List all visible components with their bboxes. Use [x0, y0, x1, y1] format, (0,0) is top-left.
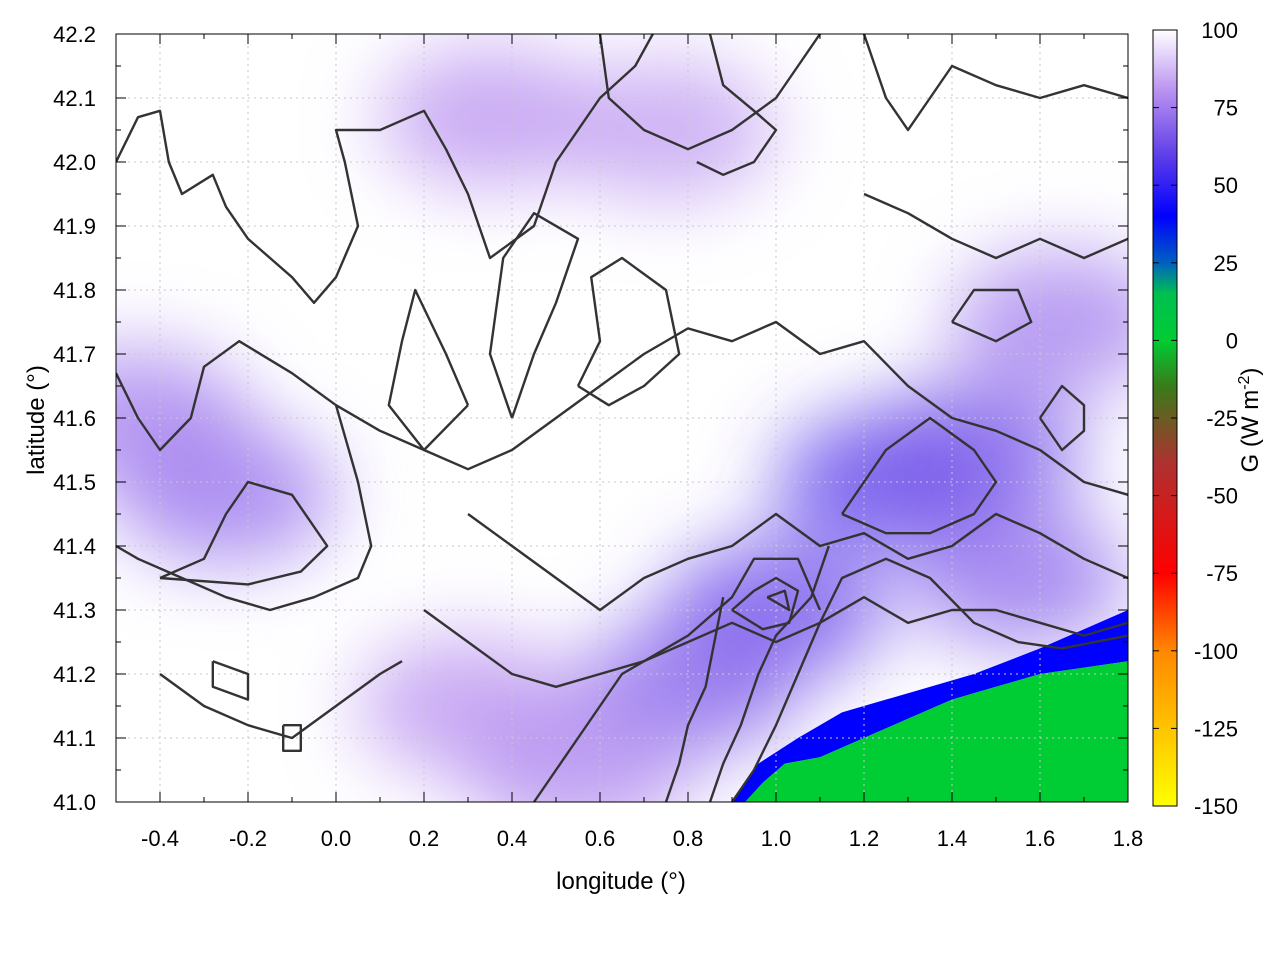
colorbar-ticks: 100 75 50 25 0 -25 -50 -75 -100 -125 -150 [1153, 18, 1238, 819]
contour-line [951, 288, 1033, 343]
colorbar-tick-label: -150 [1194, 794, 1238, 819]
y-tick-label: 42.2 [53, 22, 96, 47]
x-tick-labels: -0.4 -0.2 0.0 0.2 0.4 0.6 0.8 1.0 1.2 1.4 1.6 1.8 [141, 826, 1143, 851]
contour-line [159, 480, 329, 586]
colorbar-tick-label: 0 [1226, 328, 1238, 353]
y-tick-label: 41.2 [53, 662, 96, 687]
contour-line [696, 34, 778, 177]
y-tick-label: 41.3 [53, 598, 96, 623]
contour-line [863, 192, 1128, 260]
contour-line [731, 576, 800, 631]
contour-line [862, 34, 1128, 132]
field-region-sea [745, 661, 1128, 802]
contour-line [731, 557, 1128, 802]
contour-line [533, 557, 822, 802]
contour-line [664, 596, 725, 802]
contour-line [576, 256, 681, 407]
field-blob [952, 252, 1128, 392]
contour-line [116, 340, 373, 612]
y-tick-label: 41.1 [53, 726, 96, 751]
field-blobs [116, 47, 1128, 802]
contour-line [467, 512, 1128, 612]
y-tick-label: 41.4 [53, 534, 96, 559]
field-region-coastal-strip [732, 610, 1128, 802]
contour-line [211, 660, 250, 701]
y-axis-label: latitude (°) [23, 365, 50, 475]
colorbar-tick-label: 75 [1214, 96, 1238, 121]
contour-line [841, 416, 998, 535]
y-tick-label: 41.5 [53, 470, 96, 495]
contour-line [708, 545, 830, 802]
colorbar-tick-label: -50 [1206, 484, 1238, 509]
colorbar-tick-label: -125 [1194, 716, 1238, 741]
y-tick-label: 42.1 [53, 86, 96, 111]
y-tick-label: 41.8 [53, 278, 96, 303]
contour-line [766, 589, 791, 612]
x-tick-label: 0.4 [497, 826, 528, 851]
x-tick-label: 0.0 [321, 826, 352, 851]
axis-ticks [115, 33, 1129, 803]
x-tick-label: 1.2 [849, 826, 880, 851]
y-tick-label: 41.6 [53, 406, 96, 431]
y-tick-label: 42.0 [53, 150, 96, 175]
contour-line [423, 596, 1128, 688]
field-blob [468, 700, 688, 802]
field-blob [556, 60, 776, 200]
contour-line [282, 724, 302, 752]
x-tick-label: 1.6 [1025, 826, 1056, 851]
field-layer [116, 47, 1128, 802]
x-tick-label: 0.6 [585, 826, 616, 851]
y-tick-label: 41.9 [53, 214, 96, 239]
contour-line [159, 660, 403, 740]
contour-line [335, 320, 1128, 496]
colorbar-tick-label: -100 [1194, 639, 1238, 664]
contour-line [116, 34, 654, 304]
colorbar-tick-label: 50 [1214, 173, 1238, 198]
contour-line [1039, 384, 1086, 452]
field-blob [116, 348, 248, 488]
y-tick-label: 41.0 [53, 790, 96, 815]
colorbar-tick-label: -75 [1206, 561, 1238, 586]
y-tick-label: 41.7 [53, 342, 96, 367]
contour-layer [116, 34, 1128, 802]
contour-line [387, 288, 470, 452]
x-tick-label: 1.4 [937, 826, 968, 851]
x-tick-label: 0.2 [409, 826, 440, 851]
x-tick-label: -0.2 [229, 826, 267, 851]
contour-line [488, 211, 580, 419]
contour-line [598, 34, 821, 151]
colorbar-tick-label: -25 [1206, 406, 1238, 431]
x-tick-label: 1.0 [761, 826, 792, 851]
x-tick-label: 1.8 [1113, 826, 1144, 851]
field-blob [380, 47, 600, 188]
colorbar-label: G (W m-2) [1236, 368, 1264, 473]
y-tick-labels: 41.0 41.1 41.2 41.3 41.4 41.5 41.6 41.7 41.8 41.9… [53, 22, 96, 815]
x-axis-label: longitude (°) [556, 868, 686, 895]
x-tick-label: 0.8 [673, 826, 704, 851]
colorbar-tick-label: 25 [1214, 251, 1238, 276]
colorbar-tick-label: 100 [1201, 18, 1238, 43]
x-tick-label: -0.4 [141, 826, 179, 851]
